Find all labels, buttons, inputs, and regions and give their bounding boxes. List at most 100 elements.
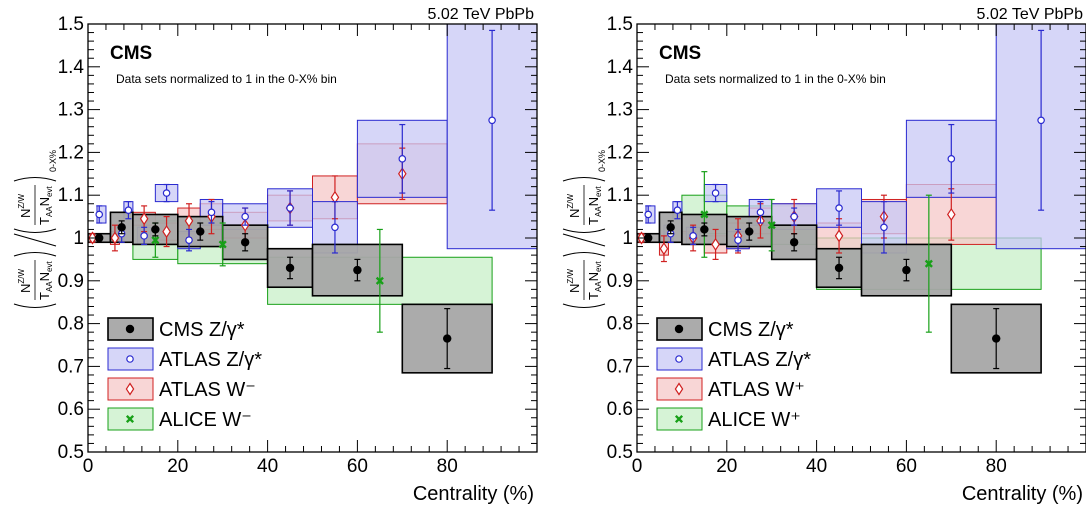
atlas_z-point: [331, 223, 339, 232]
x-tick-label: 0: [83, 456, 94, 477]
y-title-T: T: [37, 292, 52, 300]
alice-point: [218, 240, 227, 249]
atlas_w-point: [162, 224, 171, 239]
y-tick-label: 0.8: [58, 314, 84, 335]
y-tick-label: 1.2: [58, 142, 84, 163]
y-title-N: N: [567, 209, 582, 218]
atlas_z-point: [734, 236, 742, 244]
y-tick-label: 0.5: [58, 442, 84, 463]
legend-label-atlas_z: ATLAS Z/γ*: [708, 349, 811, 371]
y-tick-label: 0.9: [607, 271, 633, 292]
atlas_w-point: [711, 237, 720, 252]
energy-label: 5.02 TeV PbPb: [428, 6, 535, 23]
y-tick-label: 1.4: [607, 57, 634, 78]
y-tick-label: 1.5: [607, 14, 633, 35]
cms-point: [353, 265, 362, 275]
x-tick-label: 20: [716, 456, 737, 477]
y-title-N: N: [567, 284, 582, 293]
experiment-label: CMS: [110, 43, 152, 64]
y-title-left-denominator: TAANevt: [586, 261, 603, 300]
atlas_w-point: [946, 207, 956, 222]
systematic-boxes: [88, 24, 537, 374]
normalization-note: Data sets normalized to 1 in the 0-X% bi…: [116, 72, 337, 86]
atlas_z-point: [124, 206, 133, 214]
y-tick-label: 0.7: [58, 356, 84, 377]
x-axis-title: Centrality (%): [413, 483, 534, 505]
y-title-T: T: [586, 217, 601, 225]
y-title-paren: [13, 251, 57, 257]
left-panel: 0.5 0.6 0.7 0.8 0.9 1 1.1 1.2 1.3 1.4 1.5 0 20 40 60 80…: [13, 6, 538, 505]
alice-point: [151, 236, 160, 245]
y-title-T: T: [37, 217, 52, 225]
atlas_z-point: [835, 204, 843, 212]
y-tick-label: 0.7: [607, 356, 633, 377]
alice-point: [700, 210, 709, 219]
atlas_z-point: [790, 212, 798, 221]
alice-point: [924, 259, 933, 268]
y-title-N: N: [18, 284, 33, 293]
cms-point: [666, 223, 675, 232]
y-title-Tsub: AA: [594, 206, 603, 217]
y-title-sup: Z/W: [17, 269, 26, 284]
y-title-Nsub: evt: [594, 186, 603, 197]
y-title-Tsub: AA: [594, 281, 603, 292]
cms-point: [992, 334, 1001, 343]
x-tick-label: 80: [437, 456, 458, 477]
cms-point: [443, 334, 452, 343]
y-tick-label: 0.6: [607, 399, 633, 420]
legend-marker-atlas_w: [125, 382, 135, 396]
y-title-sup: Z/W: [566, 194, 575, 209]
y-title-left-numerator: NZ/W: [566, 269, 582, 294]
y-title-right-numerator: NZ/W: [17, 194, 33, 219]
y-title-sup: Z/W: [17, 194, 26, 209]
atlas_z-point: [140, 232, 148, 240]
alice-point: [767, 221, 776, 230]
atlas_z-point: [673, 206, 682, 214]
cms-point: [117, 223, 126, 232]
y-tick-label: 0.8: [607, 314, 633, 335]
x-axis-title: Centrality (%): [962, 483, 1083, 505]
atlas_w-point: [834, 229, 844, 243]
y-tick-label: 0.5: [607, 442, 633, 463]
y-title-left-denominator: TAANevt: [37, 261, 54, 300]
legend-label-alice: ALICE W⁺: [708, 409, 801, 431]
legend-marker-atlas_z: [126, 355, 134, 363]
x-tick-label: 20: [167, 456, 188, 477]
y-title-Nsub: evt: [45, 186, 54, 197]
atlas_z-point: [880, 223, 888, 232]
atlas_z-point: [241, 212, 249, 221]
x-tick-label: 40: [806, 456, 827, 477]
y-title-paren: [13, 228, 57, 234]
y-tick-label: 1.1: [607, 185, 633, 206]
y-title-slash: [562, 233, 606, 247]
cms-point: [285, 263, 295, 273]
y-title-sup: Z/W: [566, 269, 575, 284]
legend-label-alice: ALICE W⁻: [159, 409, 252, 431]
y-title-right-numerator: NZ/W: [566, 194, 582, 219]
y-title-right-denominator: TAANevt: [586, 186, 603, 225]
atlas_z-point: [185, 236, 193, 244]
right-panel: 0.5 0.6 0.7 0.8 0.9 1 1.1 1.2 1.3 1.4 1.5 0 20 40 60 80…: [562, 6, 1086, 505]
y-tick-label: 1: [622, 228, 633, 249]
y-tick-label: 1.4: [58, 57, 85, 78]
y-title-left-numerator: NZ/W: [17, 269, 33, 294]
atlas_z-point: [207, 208, 216, 217]
legend-marker-alice: [125, 414, 135, 424]
x-tick-label: 40: [257, 456, 278, 477]
y-title-subscript: 0-X%: [48, 150, 58, 172]
energy-label: 5.02 TeV PbPb: [977, 6, 1084, 23]
y-title-N2: N: [37, 272, 52, 281]
atlas_z-point: [711, 189, 720, 197]
legend-marker-cms: [125, 324, 135, 334]
atlas_z-point: [286, 204, 294, 212]
cms-point: [196, 227, 205, 236]
atlas_z-point: [488, 116, 496, 125]
atlas_z-point: [947, 155, 956, 163]
experiment-label: CMS: [659, 43, 701, 64]
y-title-Nsub: evt: [594, 261, 603, 272]
data-points: [637, 29, 1045, 370]
x-tick-label: 0: [632, 456, 643, 477]
